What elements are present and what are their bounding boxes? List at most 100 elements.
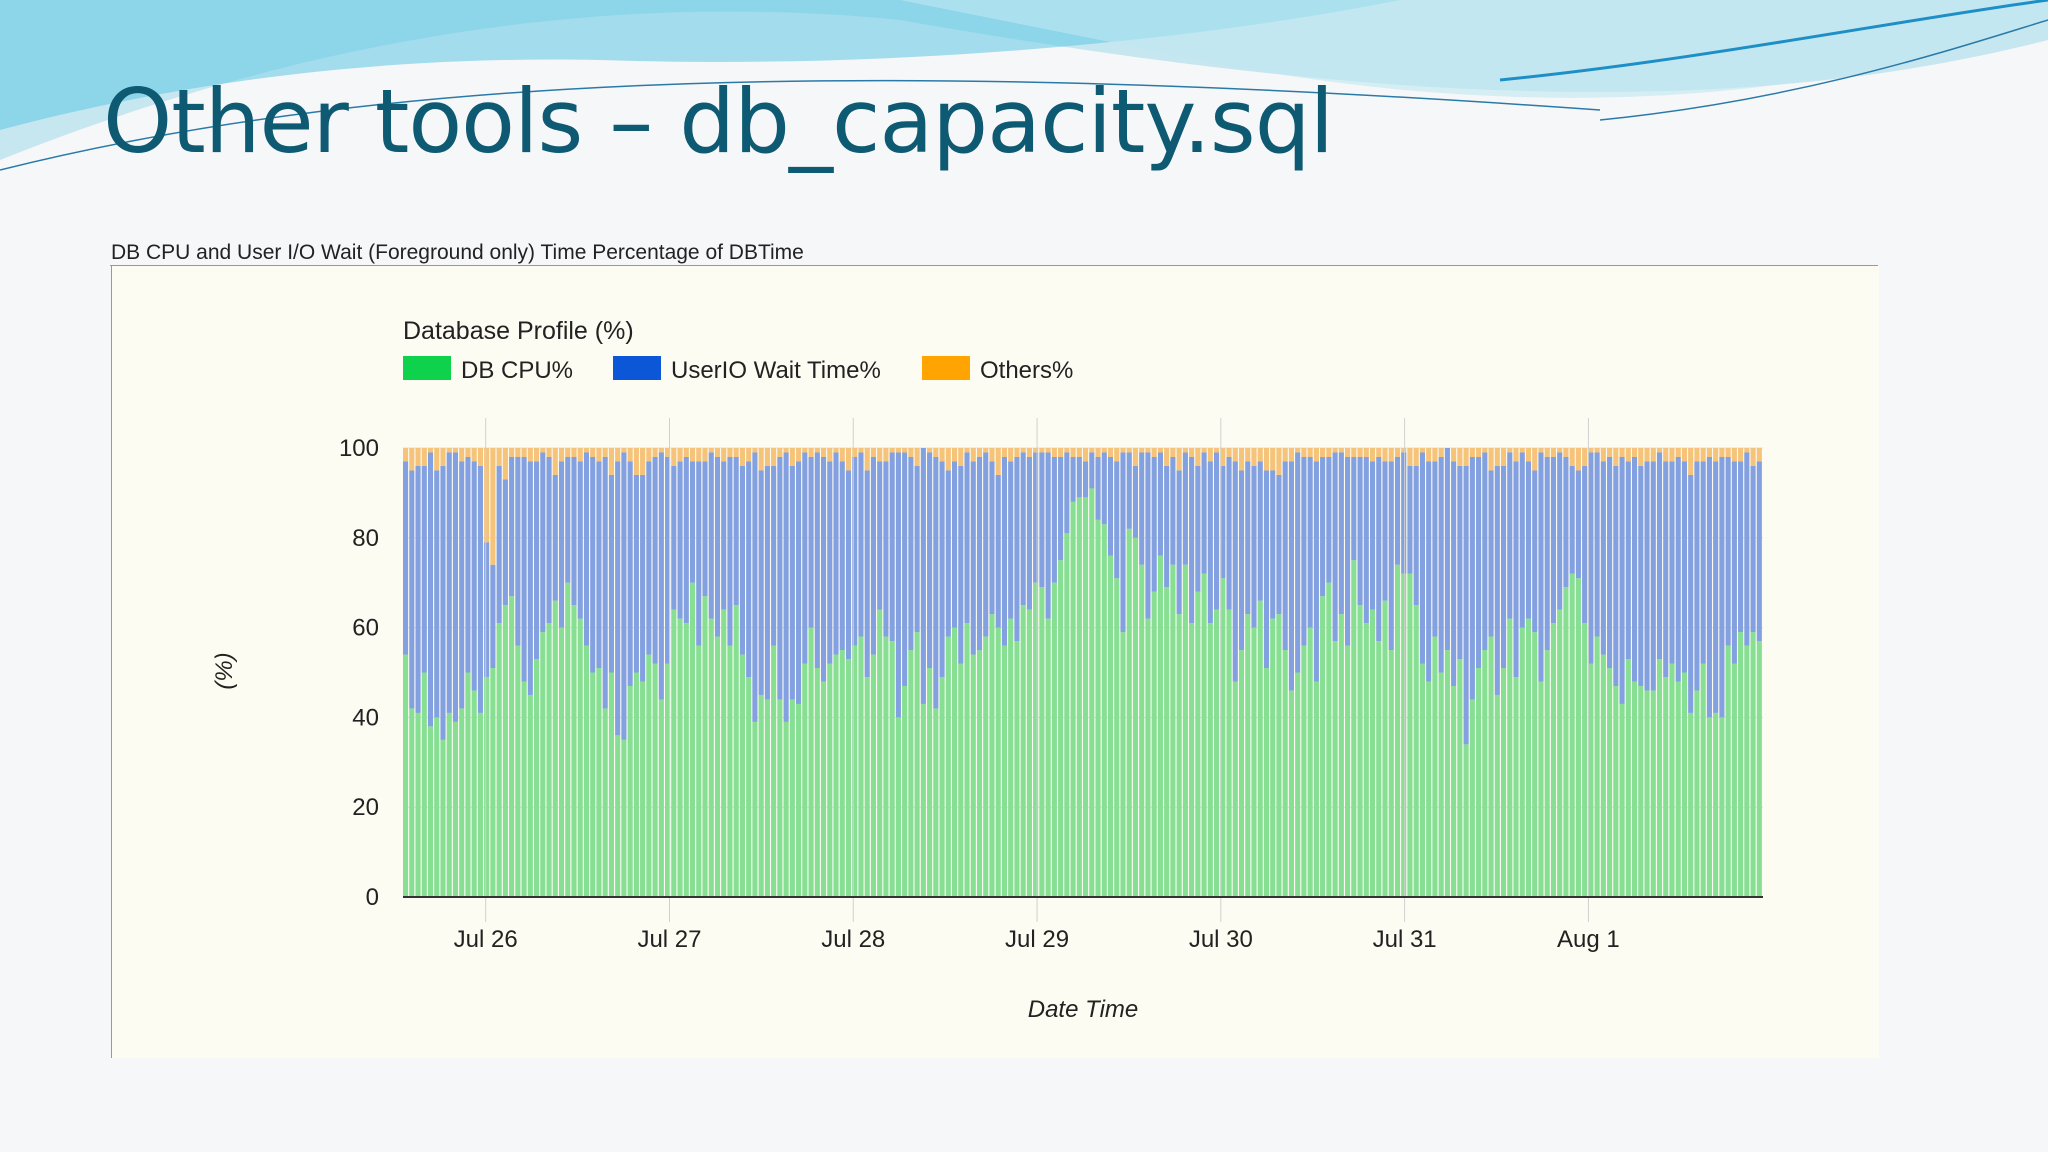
bar-userio-wait <box>459 461 465 709</box>
bar-db-cpu <box>440 739 446 897</box>
bar-others <box>1438 448 1444 457</box>
bar-userio-wait <box>1151 456 1157 592</box>
bar-db-cpu <box>527 694 533 897</box>
bar-others <box>615 448 621 462</box>
bar-db-cpu <box>1101 524 1107 897</box>
bar-db-cpu <box>1563 587 1569 897</box>
bar-userio-wait <box>1014 456 1020 642</box>
bar-others <box>1051 448 1057 457</box>
bar-db-cpu <box>945 636 951 897</box>
bar-db-cpu <box>696 645 702 897</box>
bar-userio-wait <box>1257 461 1263 601</box>
bar-userio-wait <box>852 456 858 646</box>
bar-db-cpu <box>808 627 814 897</box>
bar-userio-wait <box>920 448 926 704</box>
bar-db-cpu <box>558 627 565 897</box>
bar-others <box>1026 448 1032 457</box>
bar-db-cpu <box>471 690 477 897</box>
bar-db-cpu <box>714 636 721 897</box>
bar-others <box>1613 448 1619 466</box>
bar-userio-wait <box>1345 456 1351 646</box>
bar-userio-wait <box>590 456 596 673</box>
bar-others <box>1276 448 1282 475</box>
bar-userio-wait <box>689 461 696 583</box>
bar-db-cpu <box>1426 681 1432 897</box>
bar-userio-wait <box>1507 452 1513 619</box>
bar-userio-wait <box>484 542 490 677</box>
bar-userio-wait <box>1407 465 1413 574</box>
bar-others <box>839 448 845 462</box>
bar-others <box>1413 448 1419 466</box>
bar-userio-wait <box>1145 452 1151 619</box>
bar-db-cpu <box>540 632 546 897</box>
bar-userio-wait <box>509 456 515 597</box>
chart-panel: Database Profile (%) DB CPU% UserIO Wait T… <box>111 266 1879 1058</box>
bar-others <box>820 448 827 457</box>
bar-others <box>577 448 583 462</box>
bar-db-cpu <box>883 636 889 897</box>
bar-userio-wait <box>1625 461 1631 660</box>
bar-db-cpu <box>1332 641 1338 897</box>
bar-db-cpu <box>1494 694 1500 897</box>
bar-others <box>1513 448 1519 462</box>
bar-userio-wait <box>1020 452 1026 606</box>
bar-others <box>496 448 502 466</box>
bar-userio-wait <box>1357 456 1363 606</box>
bar-others <box>714 448 721 457</box>
bar-db-cpu <box>590 672 596 897</box>
bar-db-cpu <box>1051 582 1057 897</box>
bar-others <box>452 448 459 453</box>
bar-db-cpu <box>1083 497 1089 897</box>
bar-db-cpu <box>621 739 627 897</box>
bar-userio-wait <box>1076 456 1082 498</box>
bar-db-cpu <box>833 654 839 897</box>
bar-others <box>546 448 552 457</box>
bar-userio-wait <box>1301 456 1307 646</box>
bar-others <box>1345 448 1351 457</box>
bar-others <box>1476 448 1482 457</box>
bar-db-cpu <box>1700 663 1706 897</box>
bar-db-cpu <box>1095 519 1101 897</box>
bar-others <box>403 448 409 462</box>
bar-userio-wait <box>646 461 652 655</box>
bar-db-cpu <box>1713 712 1719 897</box>
bar-userio-wait <box>452 452 459 722</box>
bar-userio-wait <box>820 456 827 682</box>
bar-userio-wait <box>1238 470 1245 651</box>
bar-db-cpu <box>889 641 895 897</box>
bar-others <box>1607 448 1613 457</box>
bar-others <box>1482 448 1488 453</box>
bar-db-cpu <box>521 681 527 897</box>
bar-userio-wait <box>1282 461 1288 651</box>
bar-others <box>421 448 427 466</box>
bar-userio-wait <box>515 456 521 646</box>
bar-others <box>976 448 983 457</box>
bar-userio-wait <box>621 452 627 740</box>
bar-userio-wait <box>1332 452 1338 642</box>
bar-others <box>1226 448 1232 457</box>
bar-userio-wait <box>565 456 571 583</box>
bar-userio-wait <box>1500 465 1507 669</box>
bar-others <box>1033 448 1039 453</box>
bar-userio-wait <box>1619 456 1625 704</box>
bar-others <box>459 448 465 462</box>
bar-others <box>1214 448 1220 453</box>
bar-userio-wait <box>1132 465 1139 538</box>
bar-userio-wait <box>1126 452 1132 529</box>
bar-db-cpu <box>1182 564 1188 897</box>
bar-others <box>1625 448 1631 462</box>
bar-db-cpu <box>1251 627 1257 897</box>
bar-db-cpu <box>995 627 1001 897</box>
bar-db-cpu <box>1288 690 1294 897</box>
bar-others <box>889 448 895 453</box>
bar-userio-wait <box>1394 456 1401 565</box>
bar-db-cpu <box>914 632 920 897</box>
bar-db-cpu <box>827 663 833 897</box>
bar-others <box>1407 448 1413 466</box>
bar-userio-wait <box>827 461 833 664</box>
bar-db-cpu <box>708 618 714 897</box>
bar-userio-wait <box>1419 452 1425 664</box>
bar-userio-wait <box>640 474 646 682</box>
bar-others <box>515 448 521 457</box>
bar-userio-wait <box>783 452 789 722</box>
